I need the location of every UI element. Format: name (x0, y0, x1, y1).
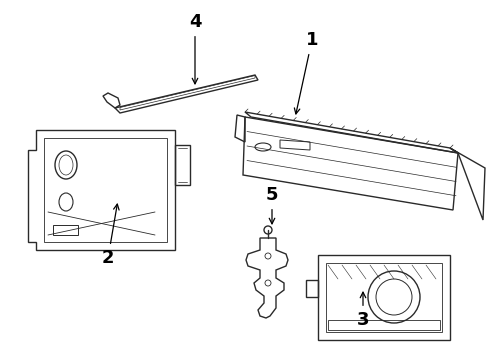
Text: 4: 4 (189, 13, 201, 84)
Text: 3: 3 (357, 292, 369, 329)
Text: 1: 1 (294, 31, 318, 114)
Text: 5: 5 (266, 186, 278, 224)
Text: 2: 2 (102, 204, 119, 267)
